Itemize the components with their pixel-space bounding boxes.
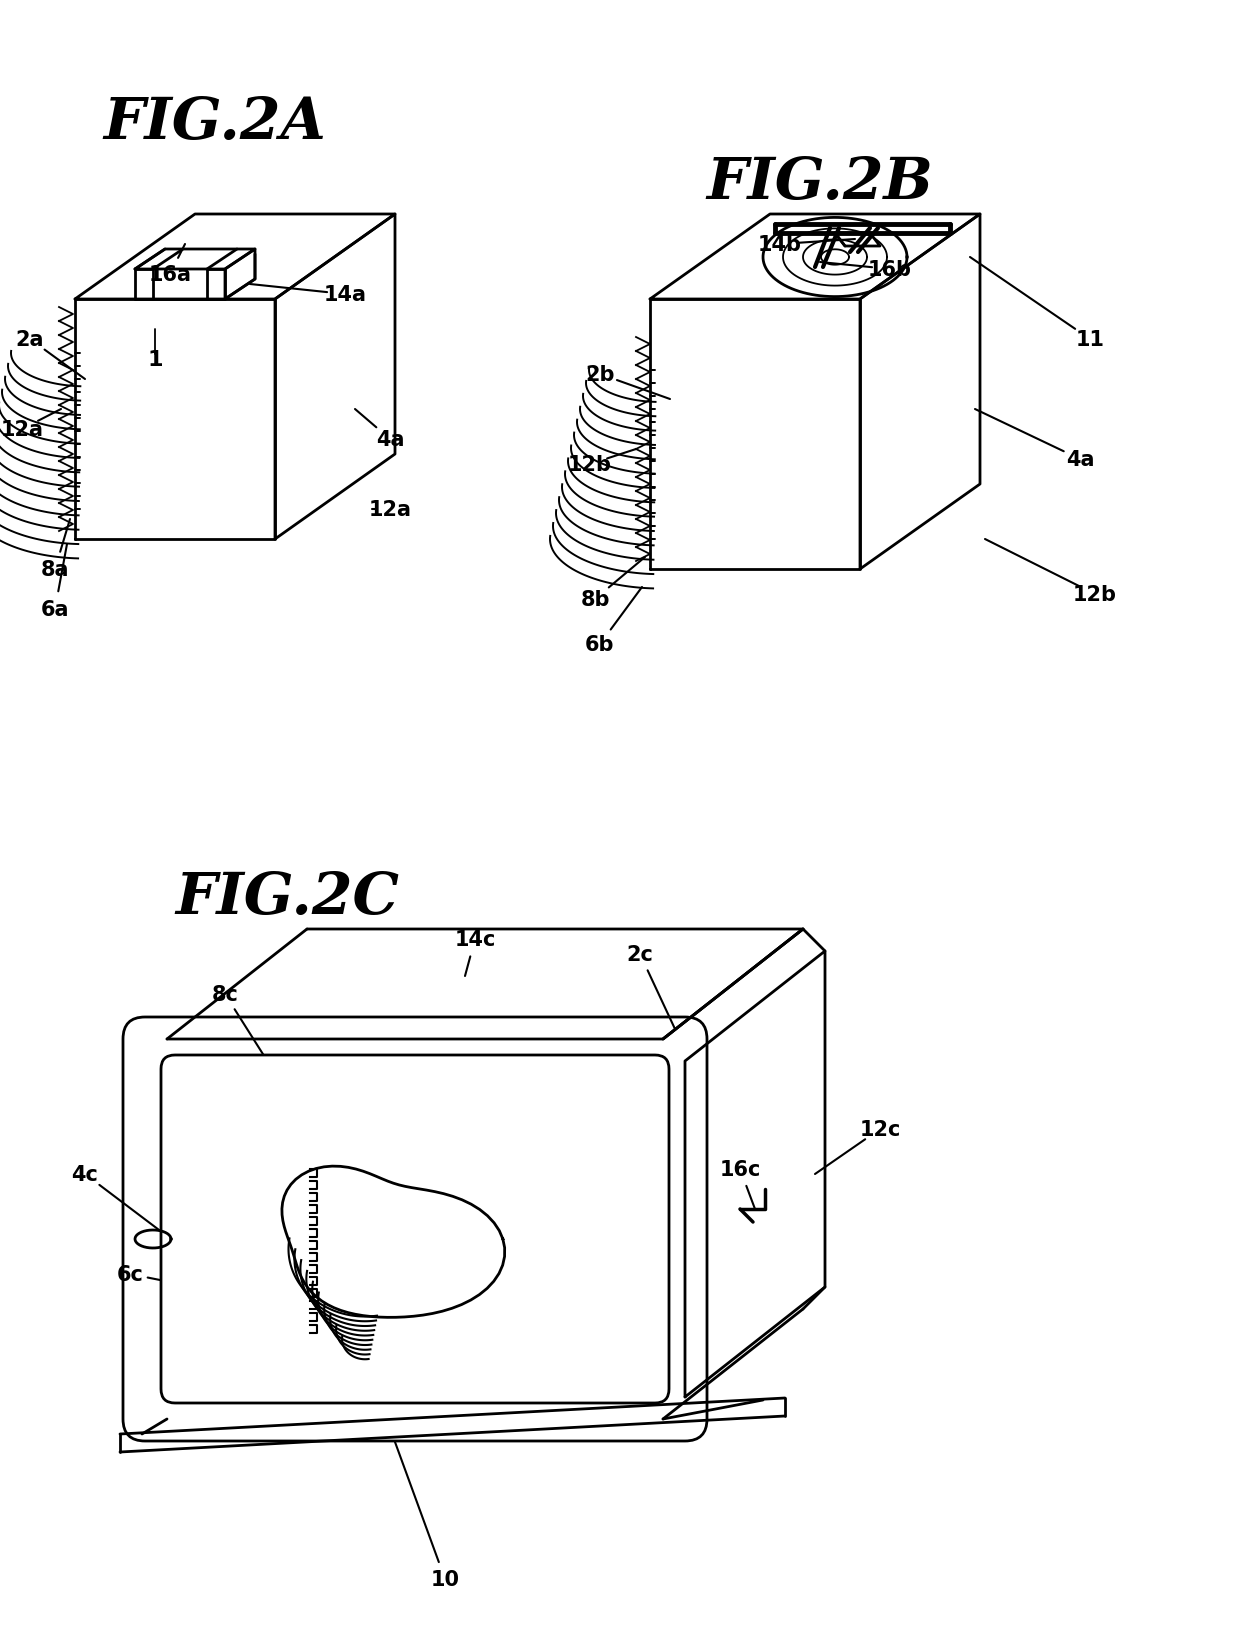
Text: 12a: 12a [368,499,412,519]
Text: FIG.2B: FIG.2B [707,155,934,211]
Text: 12c: 12c [859,1119,900,1139]
Text: 14c: 14c [454,929,496,949]
Text: 4a: 4a [376,430,404,450]
Text: FIG.2C: FIG.2C [175,870,399,926]
FancyBboxPatch shape [123,1017,707,1440]
Text: 2b: 2b [585,364,615,384]
Text: 14b: 14b [758,236,802,255]
Text: 12b: 12b [1073,585,1117,605]
FancyBboxPatch shape [161,1055,670,1402]
Text: 12b: 12b [568,455,613,475]
Text: 8b: 8b [580,590,610,610]
Text: 16b: 16b [868,260,911,280]
Text: 12a: 12a [0,420,43,440]
Text: 16a: 16a [149,265,191,285]
Text: 8c: 8c [212,984,238,1004]
Text: 14a: 14a [324,285,367,305]
Text: FIG.2A: FIG.2A [104,96,326,152]
Text: 6a: 6a [41,600,69,620]
Text: 6b: 6b [585,634,615,654]
Text: 8a: 8a [41,560,69,580]
Text: 10: 10 [430,1569,460,1589]
Text: 2c: 2c [626,944,653,964]
Text: 2a: 2a [16,330,45,349]
Text: 16c: 16c [719,1159,760,1180]
Text: 4c: 4c [72,1163,98,1185]
Text: 4a: 4a [1065,450,1094,470]
Text: 1: 1 [148,349,162,369]
Text: 11: 11 [1075,330,1105,349]
Text: 6c: 6c [117,1264,144,1284]
